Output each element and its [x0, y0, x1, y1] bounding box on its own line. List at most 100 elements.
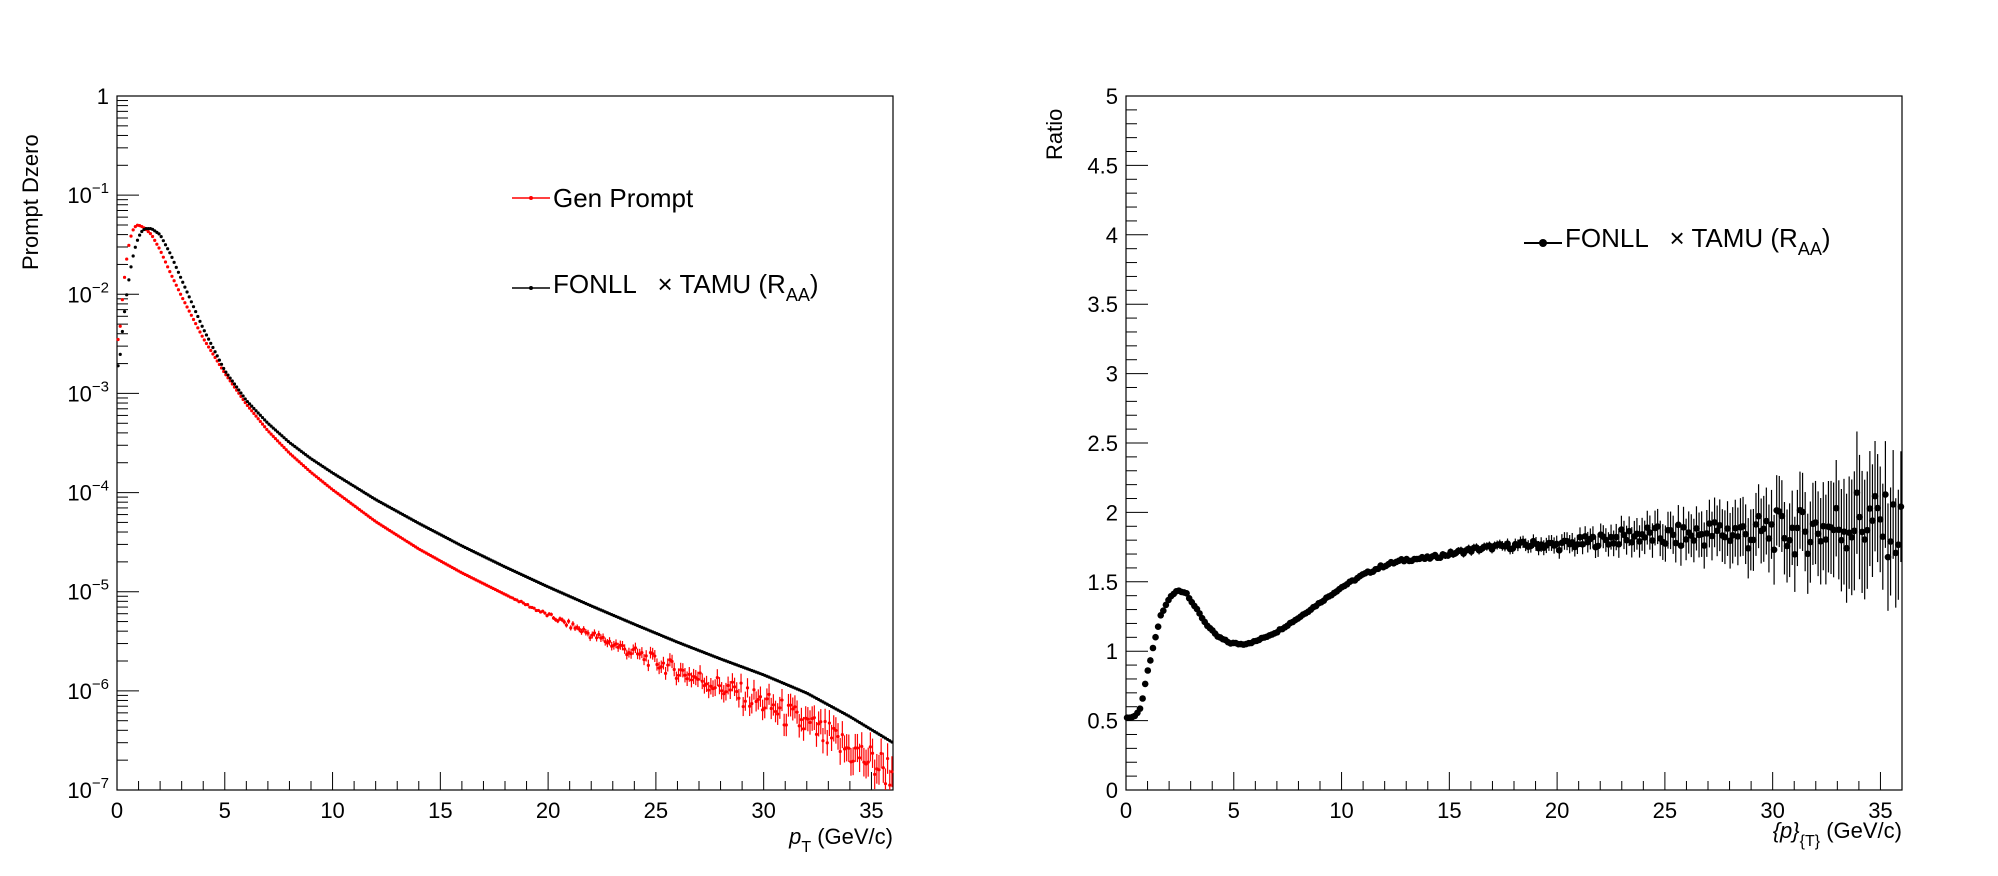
left-data-point — [668, 658, 672, 662]
left-data-point — [551, 616, 556, 620]
right-data-point — [1669, 531, 1677, 539]
left-data-point — [577, 627, 581, 631]
left-data-point — [735, 689, 739, 694]
left-data-point — [873, 772, 877, 776]
left-data-point — [590, 633, 594, 637]
right-plot-frame — [1125, 95, 1903, 791]
right-x-axis-title-sub: {T} — [1800, 833, 1821, 850]
left-data-point — [138, 233, 142, 237]
right-data-point — [1744, 544, 1752, 552]
left-data-point — [271, 434, 275, 438]
left-data-point — [280, 443, 284, 447]
left-y-tick-label: 10−2 — [67, 279, 109, 307]
right-x-axis-title-main: {p} — [1773, 818, 1801, 843]
left-data-point — [207, 337, 211, 341]
right-data-point — [1149, 644, 1157, 652]
left-data-point — [769, 706, 773, 711]
left-data-point — [200, 334, 204, 338]
left-data-point — [310, 471, 314, 475]
left-data-point — [263, 418, 267, 422]
right-data-point — [1783, 542, 1791, 550]
left-data-point — [795, 710, 799, 714]
left-data-point — [120, 298, 124, 302]
left-data-point — [771, 703, 775, 707]
left-data-point — [215, 354, 219, 358]
right-data-point — [1615, 541, 1623, 548]
left-data-point — [806, 717, 810, 721]
left-data-point — [308, 469, 312, 473]
left-data-point — [676, 673, 681, 677]
left-data-point — [204, 341, 209, 346]
right-data-point — [1869, 517, 1876, 524]
right-y-tick-label: 5 — [1106, 84, 1118, 109]
left-data-point — [267, 422, 271, 426]
right-data-point — [1897, 503, 1905, 510]
left-data-point — [224, 370, 228, 374]
left-data-point — [183, 285, 187, 289]
right-data-point — [1677, 542, 1685, 549]
right-y-tick-label: 3 — [1106, 362, 1118, 387]
right-data-point — [1141, 680, 1149, 688]
left-x-axis-title-sub: T — [801, 839, 811, 856]
left-data-point — [890, 740, 894, 744]
left-legend: Gen Prompt FONLL × TAMU (RAA) — [512, 183, 819, 305]
legend-label-ratio: FONLL × TAMU (RAA) — [1565, 223, 1831, 259]
left-data-point — [247, 406, 252, 410]
left-data-point — [663, 671, 668, 675]
left-data-point — [726, 683, 730, 688]
left-data-point — [545, 614, 549, 618]
right-y-tick-label: 4.5 — [1087, 153, 1118, 178]
left-data-point — [582, 627, 586, 631]
left-data-point — [319, 478, 323, 482]
left-data-point — [840, 732, 844, 737]
left-y-ticks: 10−7 10−6 10−5 10−4 10−3 10−2 10−1 1 — [67, 84, 139, 803]
right-data-point — [1817, 537, 1824, 545]
left-data-point — [566, 619, 571, 623]
left-data-point — [321, 480, 325, 484]
right-data-point — [1871, 492, 1879, 500]
left-data-point — [316, 476, 321, 480]
left-data-point — [284, 438, 288, 442]
right-data-point — [1832, 504, 1840, 512]
left-data-point — [329, 487, 334, 491]
right-data-point — [1724, 525, 1731, 532]
right-data-point — [1734, 533, 1742, 540]
right-data-point — [1618, 526, 1625, 533]
left-data-point — [204, 333, 209, 337]
right-data-point — [1760, 525, 1768, 533]
left-data-point — [595, 636, 599, 640]
left-data-point — [763, 706, 767, 710]
left-y-tick-label: 1 — [97, 84, 109, 109]
left-data-point — [122, 310, 127, 314]
right-data-point — [1527, 542, 1535, 550]
left-data-point — [178, 292, 183, 296]
left-data-point — [327, 485, 331, 489]
left-data-point — [125, 257, 129, 261]
right-data-point — [1680, 523, 1687, 531]
right-plot-panel: 0 0.5 1 1.5 2 2.5 3 3.5 4 4.5 5 0 5 10 15 20 25 30 35 Rat… — [1042, 84, 1905, 850]
left-data-point — [549, 612, 553, 617]
left-data-point — [232, 382, 237, 386]
right-data-point — [1636, 538, 1643, 545]
left-data-point — [278, 441, 282, 445]
right-data-point — [1152, 633, 1159, 641]
left-data-point — [191, 305, 196, 309]
left-x-axis-title: pT (GeV/c) — [788, 824, 893, 856]
left-data-point — [250, 409, 254, 413]
left-data-point — [260, 422, 265, 426]
left-data-point — [659, 665, 663, 669]
left-data-point — [739, 681, 743, 685]
left-data-point — [187, 295, 191, 299]
left-data-point — [284, 448, 288, 452]
legend-marker-ratio-dot — [1539, 239, 1547, 247]
right-data-point — [1716, 521, 1724, 529]
right-data-point — [1861, 536, 1868, 543]
left-data-point — [288, 452, 293, 456]
right-data-point — [1672, 539, 1680, 547]
right-data-point — [1144, 667, 1152, 674]
left-data-point — [541, 609, 545, 613]
left-data-point — [623, 647, 627, 651]
right-data-point — [1801, 528, 1809, 535]
right-x-ticks: 0 5 10 15 20 25 30 35 — [1120, 772, 1903, 823]
left-data-point — [207, 345, 211, 349]
